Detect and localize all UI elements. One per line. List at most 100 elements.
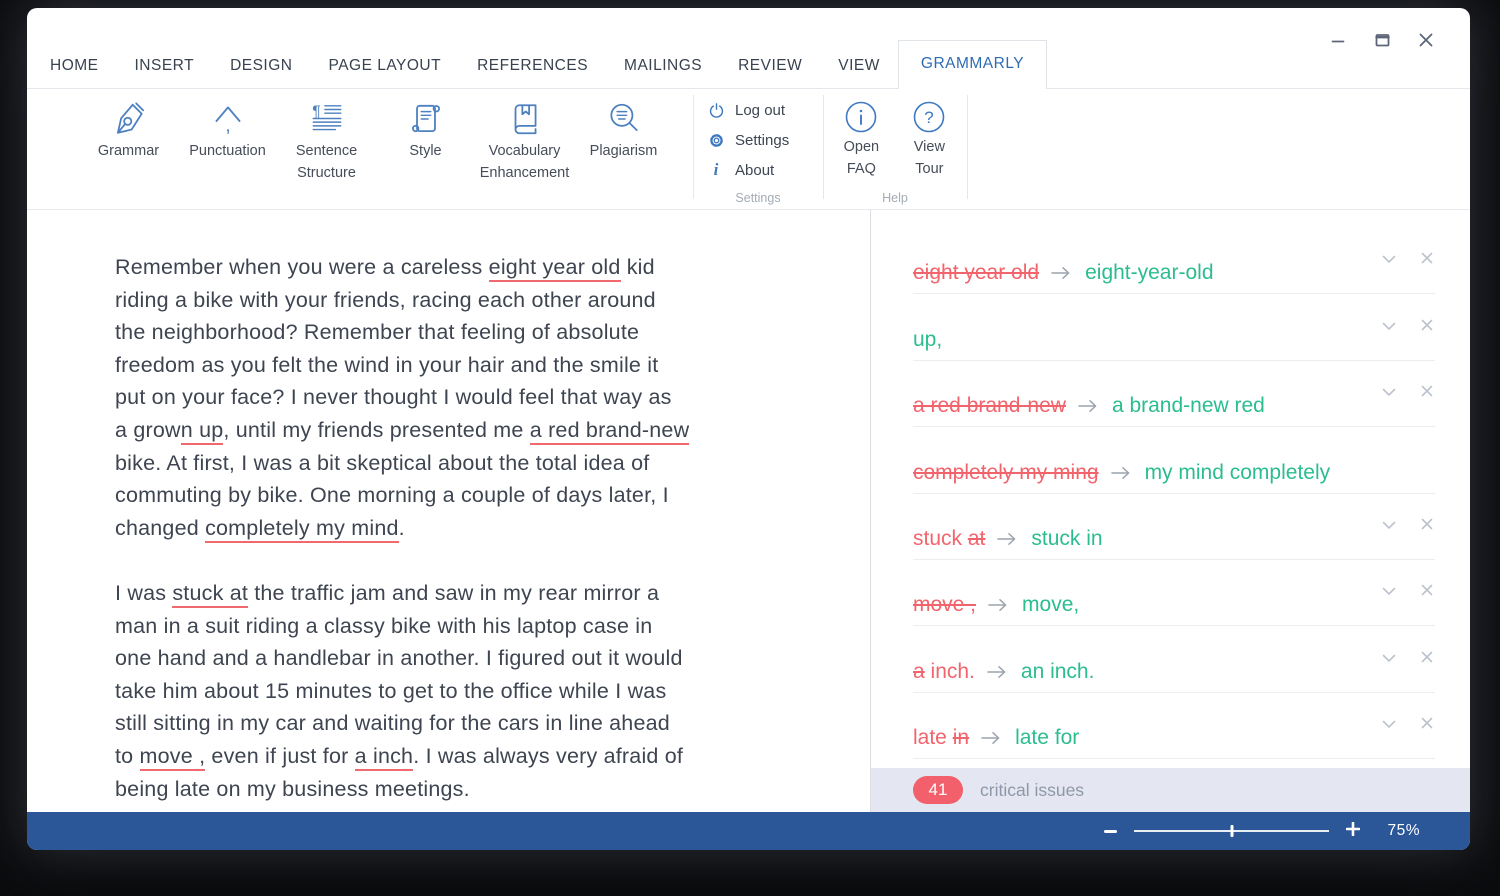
replacement-text[interactable]: move, bbox=[1022, 593, 1080, 617]
close-icon[interactable] bbox=[1418, 32, 1434, 48]
text-segment: changed bbox=[115, 515, 206, 540]
feature-label: Structure bbox=[297, 164, 356, 181]
original-text: inch. bbox=[924, 659, 975, 683]
vocabulary-enhancement-button[interactable]: Vocabulary Enhancement bbox=[475, 92, 574, 184]
tab-grammarly[interactable]: GRAMMARLY bbox=[897, 40, 1048, 89]
about-label: About bbox=[735, 161, 775, 179]
svg-text:¶: ¶ bbox=[312, 103, 321, 120]
log-out-button[interactable]: Log out bbox=[707, 95, 789, 125]
sentence-structure-button[interactable]: ¶ Sentence Structure bbox=[277, 92, 376, 184]
minimize-icon[interactable] bbox=[1330, 32, 1346, 48]
view-tour-button[interactable]: ? View Tour bbox=[912, 97, 946, 180]
text-segment: a grow bbox=[115, 417, 181, 442]
critical-issues-bar: 41 critical issues bbox=[871, 768, 1470, 812]
open-faq-button[interactable]: Open FAQ bbox=[844, 97, 879, 180]
tab-mailings[interactable]: MAILINGS bbox=[624, 57, 703, 74]
error-text[interactable]: a red brand-new bbox=[529, 417, 690, 445]
text-segment: put on your face? I never thought I woul… bbox=[115, 385, 672, 410]
chevron-down-icon[interactable] bbox=[1382, 583, 1396, 601]
svg-text:,: , bbox=[225, 116, 230, 137]
settings-button[interactable]: Settings bbox=[707, 125, 789, 155]
caret-comma-icon: , bbox=[209, 92, 247, 141]
replacement-text[interactable]: stuck in bbox=[1031, 526, 1103, 550]
doc-line: freedom as you felt the wind in your hai… bbox=[115, 349, 689, 382]
view-tour-label: Tour bbox=[915, 160, 944, 177]
arrow-icon bbox=[1051, 266, 1073, 280]
settings-label: Settings bbox=[735, 131, 790, 149]
doc-line: the neighborhood? Remember that feeling … bbox=[115, 316, 689, 349]
maximize-icon[interactable] bbox=[1374, 32, 1390, 48]
zoom-slider-handle[interactable] bbox=[1230, 825, 1234, 837]
suggestions-panel: eight year old eight-year-old up, bbox=[870, 210, 1470, 812]
dismiss-icon[interactable] bbox=[1421, 517, 1433, 535]
tab-page-layout[interactable]: PAGE LAYOUT bbox=[328, 57, 442, 74]
replacement-text[interactable]: an inch. bbox=[1020, 659, 1095, 683]
zoom-out-button[interactable] bbox=[1104, 829, 1118, 833]
zoom-in-button[interactable] bbox=[1346, 821, 1361, 841]
style-button[interactable]: Style bbox=[376, 92, 475, 184]
tab-design[interactable]: DESIGN bbox=[230, 57, 293, 74]
error-text[interactable]: stuck at bbox=[172, 580, 249, 608]
tab-insert[interactable]: INSERT bbox=[134, 57, 195, 74]
open-faq-label: Open bbox=[843, 139, 880, 155]
suggestion-row: move , move, bbox=[913, 560, 1435, 627]
about-button[interactable]: i About bbox=[707, 155, 789, 185]
original-text: late bbox=[913, 726, 953, 750]
tab-home[interactable]: HOME bbox=[50, 57, 99, 74]
feature-label: Plagiarism bbox=[589, 143, 658, 159]
dismiss-icon[interactable] bbox=[1421, 583, 1433, 601]
critical-issues-count-badge: 41 bbox=[913, 776, 963, 804]
error-text[interactable]: eight year old bbox=[488, 255, 621, 282]
replacement-text[interactable]: late for bbox=[1015, 726, 1080, 750]
paragraph-break bbox=[115, 544, 689, 577]
error-text[interactable]: move , bbox=[139, 743, 206, 771]
chevron-down-icon[interactable] bbox=[1382, 517, 1396, 535]
replacement-text[interactable]: eight-year-old bbox=[1085, 261, 1214, 285]
error-text[interactable]: completely my mind bbox=[205, 515, 399, 543]
main-content: Remember when you were a careless eight … bbox=[27, 210, 1470, 812]
original-text: a red brand-new bbox=[913, 394, 1066, 418]
chevron-down-icon[interactable] bbox=[1382, 251, 1396, 269]
tab-view[interactable]: VIEW bbox=[838, 57, 880, 74]
text-segment: still sitting in my car and waiting for … bbox=[115, 711, 670, 736]
chevron-down-icon[interactable] bbox=[1382, 716, 1396, 734]
grammar-button[interactable]: Grammar bbox=[79, 92, 178, 184]
document-area[interactable]: Remember when you were a careless eight … bbox=[27, 210, 870, 812]
chevron-down-icon[interactable] bbox=[1382, 318, 1396, 336]
zoom-controls: 75% bbox=[1104, 812, 1420, 850]
window-controls bbox=[1330, 32, 1434, 48]
original-text: completely my ming bbox=[913, 460, 1099, 484]
dismiss-icon[interactable] bbox=[1421, 384, 1433, 402]
tab-references[interactable]: REFERENCES bbox=[477, 57, 589, 74]
arrow-icon bbox=[997, 532, 1019, 546]
error-text[interactable]: n up bbox=[180, 417, 224, 445]
zoom-level[interactable]: 75% bbox=[1387, 822, 1420, 839]
plagiarism-button[interactable]: Plagiarism bbox=[574, 92, 673, 184]
original-text: a bbox=[913, 659, 925, 683]
text-segment: the neighborhood? Remember that feeling … bbox=[115, 320, 640, 345]
dismiss-icon[interactable] bbox=[1421, 318, 1433, 336]
zoom-slider[interactable] bbox=[1134, 825, 1330, 837]
chevron-down-icon[interactable] bbox=[1382, 650, 1396, 668]
dismiss-icon[interactable] bbox=[1421, 251, 1433, 269]
replacement-text[interactable]: up, bbox=[913, 327, 943, 351]
tab-review[interactable]: REVIEW bbox=[738, 57, 803, 74]
word-window: HOME INSERT DESIGN PAGE LAYOUT REFERENCE… bbox=[27, 8, 1470, 850]
help-group-label: Help bbox=[882, 191, 908, 205]
text-segment: being late on my business meetings. bbox=[115, 776, 470, 801]
dismiss-icon[interactable] bbox=[1421, 716, 1433, 734]
replacement-text[interactable]: a brand-new red bbox=[1111, 394, 1265, 418]
error-text[interactable]: a inch bbox=[354, 743, 414, 771]
suggestion-row: late in late for bbox=[913, 693, 1435, 760]
text-segment: , until my friends presented me bbox=[223, 417, 530, 442]
suggestion-row: stuck at stuck in bbox=[913, 494, 1435, 560]
punctuation-button[interactable]: , Punctuation bbox=[178, 92, 277, 184]
chevron-down-icon[interactable] bbox=[1382, 384, 1396, 402]
dismiss-icon[interactable] bbox=[1421, 650, 1433, 668]
replacement-text[interactable]: my mind completely bbox=[1144, 460, 1331, 484]
arrow-icon bbox=[981, 731, 1003, 745]
text-segment: . I was always very afraid of bbox=[413, 743, 684, 768]
original-text: stuck bbox=[913, 526, 968, 550]
scroll-icon bbox=[407, 92, 445, 141]
text-segment: man in a suit riding a classy bike with … bbox=[115, 613, 653, 638]
